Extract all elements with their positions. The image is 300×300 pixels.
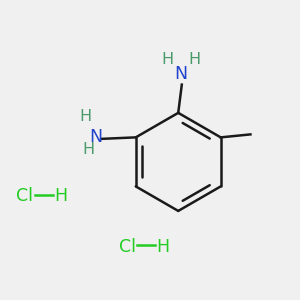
Text: N: N — [90, 128, 103, 146]
Text: H: H — [188, 52, 201, 67]
Text: H: H — [157, 238, 170, 256]
Text: H: H — [161, 52, 173, 67]
Text: H: H — [54, 187, 67, 205]
Text: N: N — [174, 65, 187, 83]
Text: Cl: Cl — [119, 238, 136, 256]
Text: Cl: Cl — [16, 187, 33, 205]
Text: H: H — [79, 109, 91, 124]
Text: H: H — [83, 142, 95, 157]
